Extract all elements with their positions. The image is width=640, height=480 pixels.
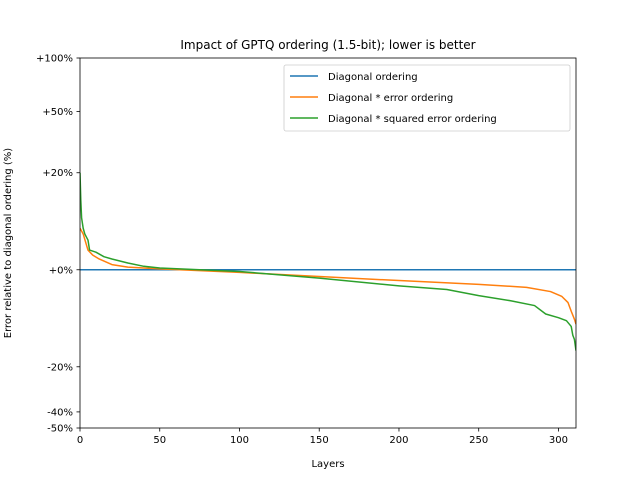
x-axis-label: Layers <box>311 459 344 470</box>
y-tick-label: -40% <box>47 407 73 418</box>
series-layer <box>80 172 576 351</box>
x-tick-label: 0 <box>77 435 83 446</box>
chart-title: Impact of GPTQ ordering (1.5-bit); lower… <box>180 38 475 52</box>
x-tick-label: 250 <box>469 435 488 446</box>
series-line-diagonal-error <box>80 227 576 325</box>
legend-label-diagonal: Diagonal ordering <box>328 72 418 83</box>
x-axis: 0 50 100 150 200 250 300 <box>77 428 568 446</box>
plot-frame <box>79 57 577 429</box>
y-axis: +100% +50% +20% +0% -20% -40% -50% <box>36 54 80 435</box>
x-tick-label: 150 <box>310 435 329 446</box>
y-tick-label: +50% <box>42 107 73 118</box>
x-tick-label: 200 <box>389 435 408 446</box>
y-tick-label: -20% <box>47 362 73 373</box>
legend: Diagonal ordering Diagonal * error order… <box>283 64 571 132</box>
legend-label-diagonal-squared-error: Diagonal * squared error ordering <box>328 114 497 125</box>
y-tick-label: +20% <box>42 168 73 179</box>
legend-frame <box>283 64 571 132</box>
y-tick-label: +0% <box>49 265 73 276</box>
x-tick-label: 300 <box>549 435 568 446</box>
y-tick-label: -50% <box>47 424 73 435</box>
series-line-diagonal-squared-error <box>80 172 576 351</box>
x-tick-label: 50 <box>153 435 166 446</box>
y-tick-label: +100% <box>36 54 73 65</box>
x-tick-label: 100 <box>230 435 249 446</box>
legend-label-diagonal-error: Diagonal * error ordering <box>328 93 453 104</box>
y-axis-label: Error relative to diagonal ordering (%) <box>3 148 14 339</box>
